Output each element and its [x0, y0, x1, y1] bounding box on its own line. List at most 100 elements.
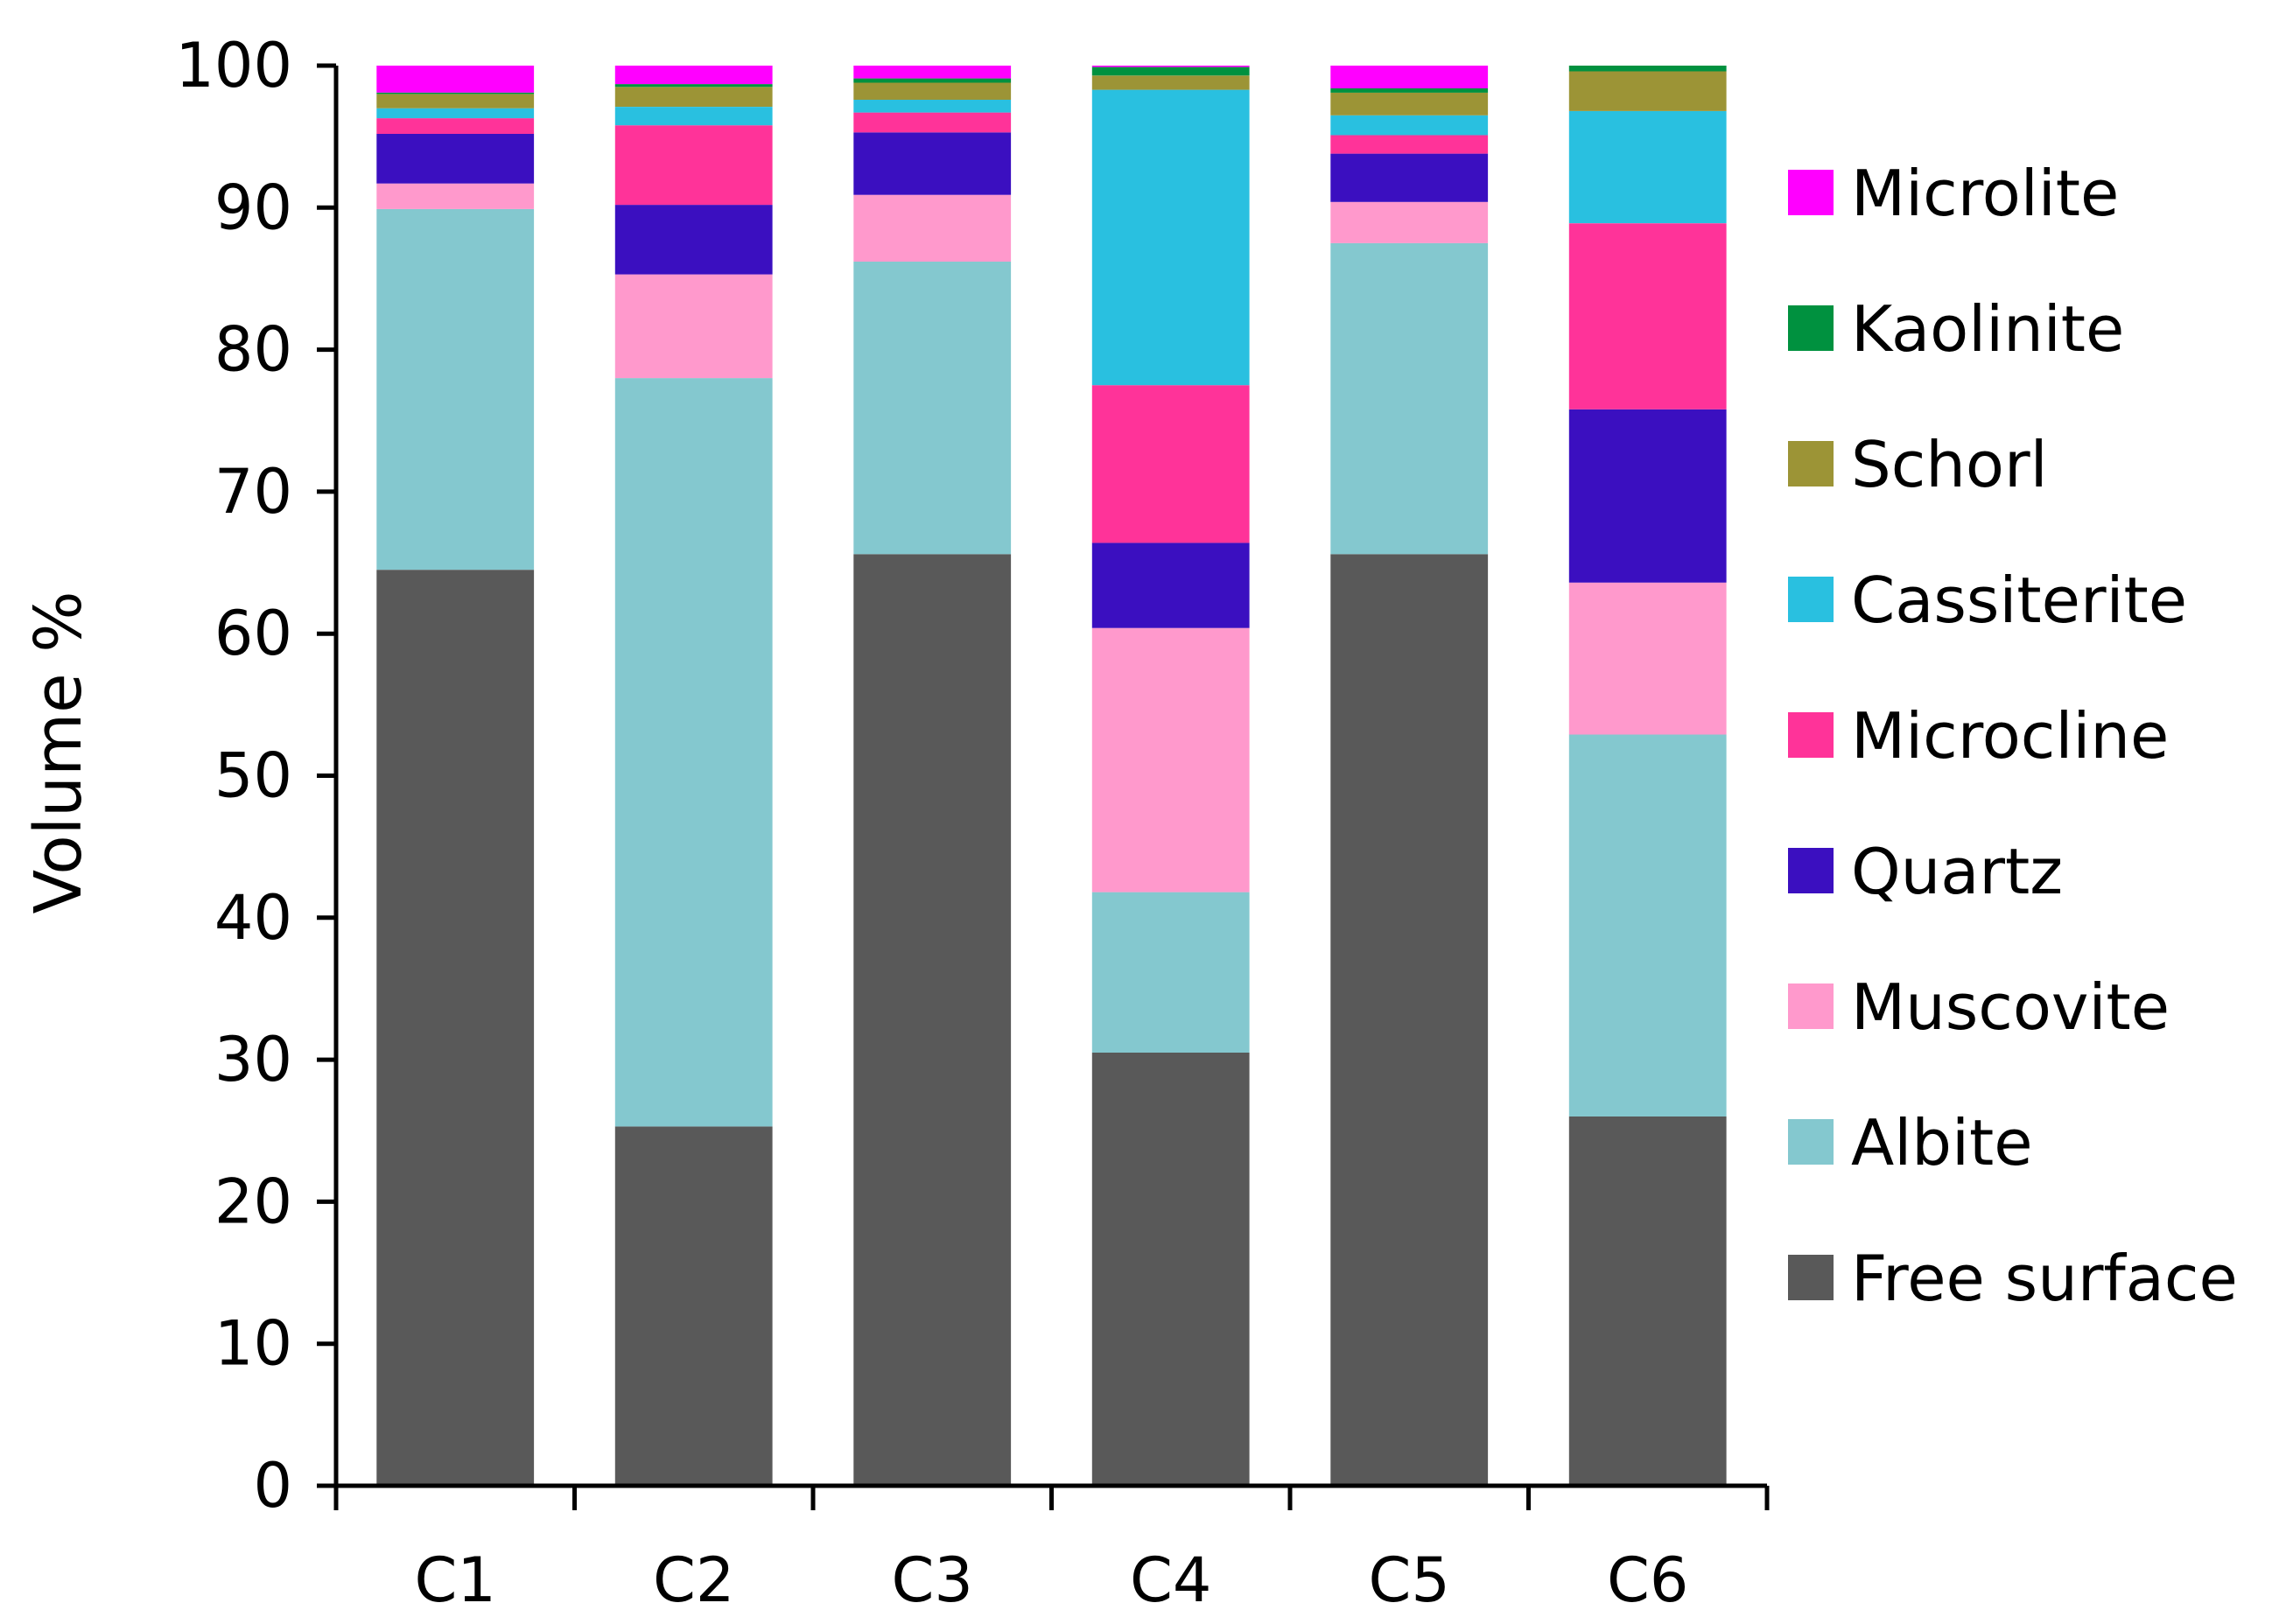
legend-label: Cassiterite	[1851, 564, 2187, 637]
legend-label: Kaolinite	[1851, 292, 2124, 366]
bar-segment-c5-kaolinite	[1330, 88, 1489, 93]
bar-segment-c3-kaolinite	[853, 78, 1012, 83]
bar-segment-c2-muscovite	[614, 274, 773, 379]
bar-segment-c4-microcline	[1091, 385, 1250, 543]
legend-swatch	[1788, 170, 1834, 215]
y-tick-label: 100	[175, 30, 292, 102]
bar-segment-c4-muscovite	[1091, 627, 1250, 892]
legend-item-quartz: Quartz	[1788, 835, 2063, 908]
bar-segment-c4-quartz	[1091, 542, 1250, 628]
y-ticks-group: 0 10 20 30 40 50 60 70 80 90 100	[175, 30, 336, 1522]
bar-segment-c3-free-surface	[853, 554, 1012, 1486]
bar-segment-c3-albite	[853, 262, 1012, 555]
bar-segment-c6-schorl	[1568, 71, 1727, 111]
legend-item-schorl: Schorl	[1788, 428, 2048, 501]
bar-segment-c2-albite	[614, 378, 773, 1127]
bar-segment-c4-microlite	[1091, 66, 1250, 67]
bar-segment-c6-albite	[1568, 734, 1727, 1116]
bar-segment-c4-schorl	[1091, 75, 1250, 90]
y-tick-label: 30	[214, 1024, 292, 1096]
bar-segment-c1-schorl	[376, 94, 535, 108]
bar-segment-c6-cassiterite	[1568, 110, 1727, 224]
y-tick-label: 20	[214, 1166, 292, 1237]
bar-segment-c3-schorl	[853, 82, 1012, 100]
legend-item-free-surface: Free surface	[1788, 1242, 2238, 1315]
bar-segment-c4-albite	[1091, 892, 1250, 1053]
bar-segment-c1-cassiterite	[376, 108, 535, 119]
y-tick-label: 80	[214, 314, 292, 386]
y-tick-label: 60	[214, 598, 292, 669]
legend-swatch	[1788, 984, 1834, 1029]
bar-segment-c2-schorl	[614, 87, 773, 107]
bar-segment-c2-microcline	[614, 125, 773, 206]
bar-segment-c1-free-surface	[376, 570, 535, 1487]
x-category-label: C2	[653, 1544, 734, 1616]
bar-segment-c5-free-surface	[1330, 554, 1489, 1486]
y-tick-label: 70	[214, 456, 292, 528]
y-tick-label: 10	[214, 1308, 292, 1380]
bar-segment-c4-kaolinite	[1091, 66, 1250, 76]
legend-label: Microcline	[1851, 699, 2169, 773]
x-category-label: C5	[1369, 1544, 1450, 1616]
y-axis-title: Volume %	[21, 591, 96, 914]
y-tick-label: 50	[214, 740, 292, 812]
legend-item-albite: Albite	[1788, 1106, 2033, 1180]
legend-swatch	[1788, 1255, 1834, 1300]
x-category-label: C1	[415, 1544, 496, 1616]
legend-label: Quartz	[1851, 835, 2063, 908]
bar-segment-c4-free-surface	[1091, 1053, 1250, 1486]
bar-segment-c2-cassiterite	[614, 107, 773, 126]
bar-segment-c6-free-surface	[1568, 1116, 1727, 1486]
legend-item-kaolinite: Kaolinite	[1788, 292, 2124, 366]
bar-segment-c2-quartz	[614, 205, 773, 275]
bar-segment-c5-microlite	[1330, 66, 1489, 88]
axes-group	[333, 66, 1767, 1488]
bar-segment-c1-albite	[376, 208, 535, 570]
bar-segment-c4-cassiterite	[1091, 89, 1250, 386]
bar-segment-c3-microcline	[853, 112, 1012, 133]
legend: Microlite Kaolinite Schorl Cassiterite Micro…	[1788, 157, 2238, 1315]
bar-segment-c1-quartz	[376, 133, 535, 184]
legend-item-muscovite: Muscovite	[1788, 970, 2170, 1044]
bar-segment-c6-muscovite	[1568, 582, 1727, 735]
y-tick-label: 40	[214, 882, 292, 954]
bars-group	[376, 66, 1727, 1487]
bar-segment-c5-quartz	[1330, 153, 1489, 202]
bar-segment-c2-kaolinite	[614, 84, 773, 88]
x-category-label: C4	[1130, 1544, 1211, 1616]
legend-swatch	[1788, 848, 1834, 893]
legend-swatch	[1788, 1119, 1834, 1165]
bar-segment-c5-schorl	[1330, 92, 1489, 116]
bar-segment-c3-microlite	[853, 66, 1012, 79]
bar-segment-c1-kaolinite	[376, 92, 535, 94]
bar-segment-c3-muscovite	[853, 194, 1012, 262]
legend-label: Free surface	[1851, 1242, 2238, 1315]
bar-segment-c5-cassiterite	[1330, 115, 1489, 136]
legend-swatch	[1788, 577, 1834, 622]
legend-swatch	[1788, 712, 1834, 758]
legend-item-microcline: Microcline	[1788, 699, 2169, 773]
bar-segment-c1-microcline	[376, 118, 535, 134]
bar-segment-c6-quartz	[1568, 409, 1727, 583]
legend-item-cassiterite: Cassiterite	[1788, 564, 2187, 637]
bar-segment-c2-microlite	[614, 66, 773, 85]
bar-segment-c3-cassiterite	[853, 100, 1012, 113]
legend-label: Albite	[1851, 1106, 2033, 1180]
y-tick-label: 90	[214, 172, 292, 243]
bar-segment-c3-quartz	[853, 132, 1012, 195]
bar-segment-c5-albite	[1330, 242, 1489, 555]
x-ticks-group: C1 C2 C3 C4 C5 C6	[333, 1486, 1770, 1616]
legend-label: Muscovite	[1851, 970, 2170, 1044]
y-tick-label: 0	[253, 1450, 292, 1522]
legend-swatch	[1788, 305, 1834, 351]
legend-label: Microlite	[1851, 157, 2119, 230]
bar-segment-c5-microcline	[1330, 135, 1489, 154]
bar-segment-c5-muscovite	[1330, 201, 1489, 243]
x-category-label: C6	[1607, 1544, 1688, 1616]
bar-segment-c2-free-surface	[614, 1126, 773, 1486]
bar-segment-c1-muscovite	[376, 183, 535, 209]
bar-segment-c6-microcline	[1568, 223, 1727, 410]
legend-swatch	[1788, 441, 1834, 486]
bar-segment-c6-kaolinite	[1568, 66, 1727, 72]
